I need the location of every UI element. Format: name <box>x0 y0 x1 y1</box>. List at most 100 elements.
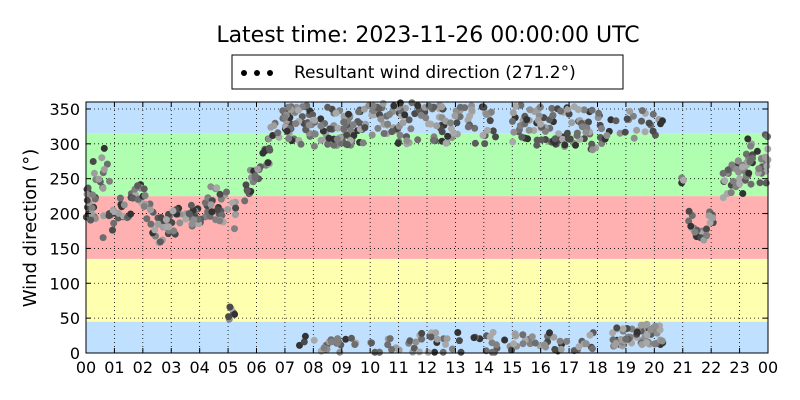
data-point <box>574 106 582 113</box>
data-point <box>320 344 328 352</box>
data-point <box>645 119 653 127</box>
data-point <box>447 119 455 127</box>
direction-bands <box>86 102 768 353</box>
data-point <box>297 140 305 148</box>
data-point <box>703 231 711 239</box>
data-point <box>127 210 135 218</box>
data-point <box>334 124 342 132</box>
data-point <box>232 204 240 212</box>
data-point <box>369 102 377 110</box>
data-point <box>90 169 98 177</box>
data-point <box>756 179 764 187</box>
x-tick-label: 22 <box>701 358 721 377</box>
data-point <box>332 109 340 117</box>
data-point <box>739 163 747 171</box>
data-point <box>557 107 565 115</box>
data-point <box>438 128 446 136</box>
data-point <box>638 117 645 125</box>
data-point <box>523 116 531 124</box>
data-point <box>568 119 576 127</box>
data-point <box>456 113 464 121</box>
data-point <box>429 136 437 144</box>
data-point <box>385 111 393 118</box>
data-point <box>619 325 627 333</box>
data-point <box>408 99 416 107</box>
data-point <box>488 348 496 356</box>
data-point <box>721 177 729 185</box>
data-point <box>251 172 259 180</box>
data-point <box>301 332 309 340</box>
x-tick-label: 23 <box>729 358 749 377</box>
data-point <box>647 326 655 334</box>
data-point <box>471 124 479 132</box>
data-point <box>407 125 415 133</box>
data-point <box>551 135 559 143</box>
y-tick-label: 350 <box>49 100 80 119</box>
data-point <box>651 340 659 348</box>
data-point <box>403 137 411 145</box>
data-point <box>414 136 422 144</box>
data-point <box>344 141 351 149</box>
data-point <box>300 338 308 346</box>
data-point <box>489 127 497 135</box>
data-point <box>317 122 325 130</box>
legend: Resultant wind direction (271.2°) <box>231 54 624 90</box>
data-point <box>395 346 403 354</box>
data-point <box>643 331 651 339</box>
data-point <box>324 140 332 147</box>
x-tick-label: 19 <box>616 358 636 377</box>
data-point <box>95 175 103 183</box>
data-point <box>330 141 338 149</box>
data-point <box>451 112 459 120</box>
data-point <box>424 348 432 356</box>
data-point <box>649 127 657 135</box>
data-point <box>621 128 629 136</box>
data-point <box>89 158 97 165</box>
data-point <box>359 139 367 147</box>
data-point <box>224 205 232 213</box>
data-point <box>216 217 224 225</box>
data-point <box>83 196 91 204</box>
data-point <box>141 192 149 200</box>
data-point <box>396 131 404 139</box>
data-point <box>561 141 569 149</box>
data-point <box>310 336 318 344</box>
data-point <box>623 115 631 123</box>
chart-title: Latest time: 2023-11-26 00:00:00 UTC <box>216 23 639 48</box>
data-point <box>309 111 317 119</box>
data-point <box>120 201 128 209</box>
y-tick-label: 150 <box>49 239 80 258</box>
data-point <box>190 216 198 224</box>
data-point <box>110 219 118 227</box>
data-point <box>207 201 215 209</box>
data-point <box>140 203 148 210</box>
data-point <box>468 106 476 114</box>
y-tick-label: 200 <box>49 205 80 224</box>
data-point <box>753 147 761 155</box>
data-point <box>427 120 435 128</box>
data-point <box>457 348 465 356</box>
data-point <box>509 138 517 146</box>
data-point <box>213 184 221 192</box>
data-point <box>418 329 426 337</box>
data-point <box>482 110 490 118</box>
x-tick-label: 17 <box>559 358 579 377</box>
x-tick-label: 05 <box>218 358 238 377</box>
x-tick-label: 10 <box>360 358 380 377</box>
data-point <box>509 109 517 117</box>
data-point <box>443 335 451 343</box>
data-point <box>626 107 634 115</box>
x-tick-label: 13 <box>445 358 465 377</box>
data-point <box>747 180 755 188</box>
data-point <box>399 119 407 127</box>
data-point <box>744 135 752 143</box>
data-point <box>143 215 151 223</box>
data-point <box>578 123 586 131</box>
data-point <box>270 122 278 130</box>
data-point <box>412 338 420 346</box>
data-point <box>310 142 318 150</box>
data-point <box>595 109 603 117</box>
data-point <box>687 222 695 230</box>
data-point <box>703 225 710 233</box>
